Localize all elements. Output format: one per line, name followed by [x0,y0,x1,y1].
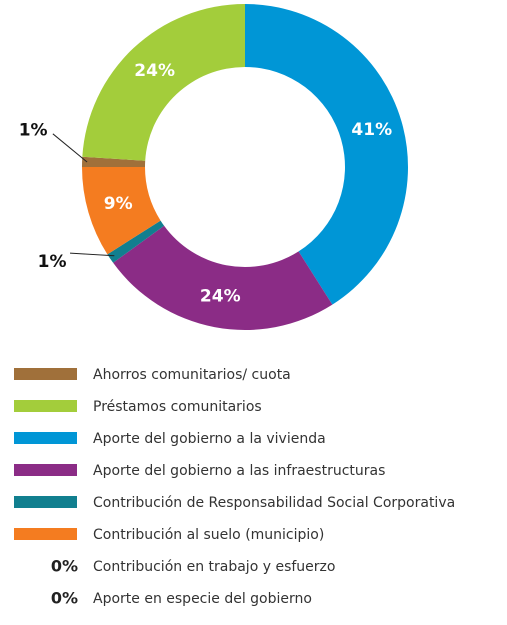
legend-swatch [14,528,77,540]
legend-label: Aporte del gobierno a la vivienda [93,431,326,447]
donut-segment [82,167,161,255]
legend-label: Aporte del gobierno a las infraestructur… [93,463,385,479]
segment-label: 41% [351,120,392,140]
legend-label: Préstamos comunitarios [93,399,262,415]
donut-segment [82,156,146,167]
segment-label: 1% [19,120,48,140]
donut-segment [113,225,333,331]
segment-label: 24% [200,287,241,307]
legend-swatch [14,496,77,508]
legend-value: 0% [51,589,78,608]
legend-label: Ahorros comunitarios/ cuota [93,367,291,383]
legend-label: Contribución en trabajo y esfuerzo [93,559,335,575]
legend-label: Contribución al suelo (municipio) [93,527,324,543]
segment-label: 9% [104,194,133,214]
legend-swatch [14,432,77,444]
leader-line [52,133,88,163]
legend-swatch [14,368,77,380]
segment-label: 1% [38,252,67,272]
legend-swatch [14,400,77,412]
donut-segment [245,4,409,305]
leader-line [70,252,115,257]
legend-value: 0% [51,557,78,576]
donut-segment [107,220,165,263]
donut-segment [82,4,245,161]
legend-swatch [14,464,77,476]
legend-label: Aporte en especie del gobierno [93,591,312,607]
legend-label: Contribución de Responsabilidad Social C… [93,495,455,511]
segment-label: 24% [134,61,175,81]
